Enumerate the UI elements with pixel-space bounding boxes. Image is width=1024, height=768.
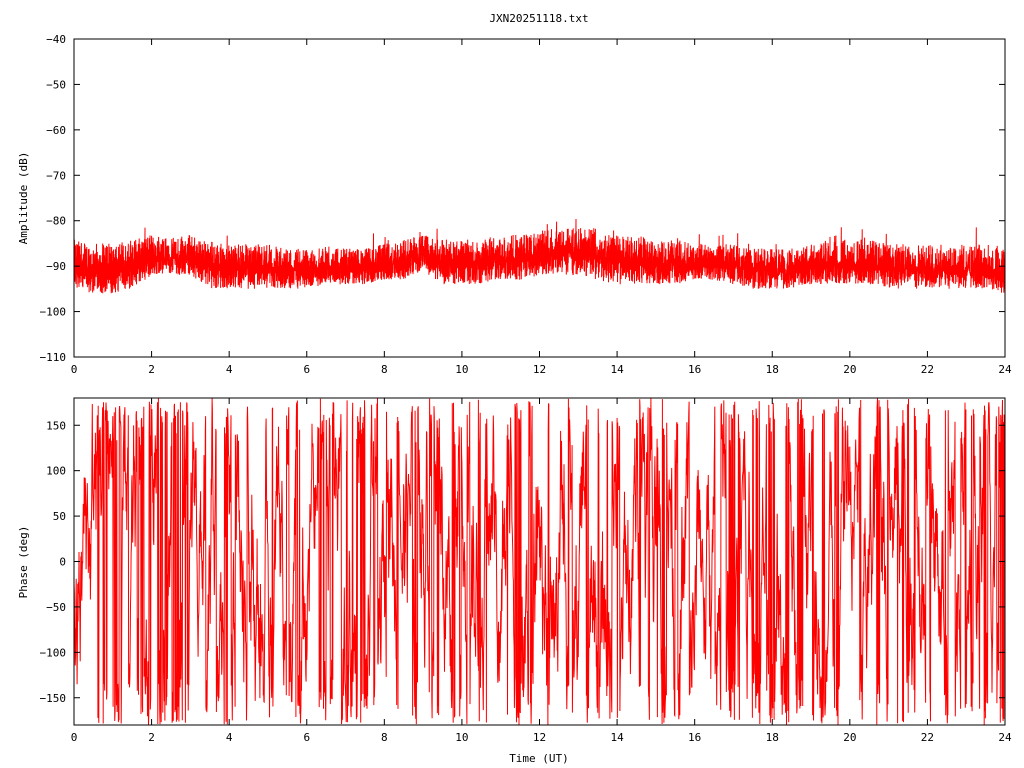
phase-ytick-label: 100 [46, 465, 66, 478]
phase-xtick-label: 20 [843, 731, 856, 744]
phase-ytick-label: −50 [46, 601, 66, 614]
amplitude-xtick-label: 2 [148, 363, 155, 376]
amplitude-ytick-label: −90 [46, 260, 66, 273]
phase-ytick-label: −150 [40, 692, 67, 705]
amplitude-y-axis: −40 −50 −60 −70 −80 −90 −100 −110 [40, 33, 1005, 364]
amplitude-xtick-label: 12 [533, 363, 546, 376]
amplitude-ytick-label: −40 [46, 33, 66, 46]
amplitude-ytick-label: −70 [46, 169, 66, 182]
amplitude-ytick-label: −80 [46, 215, 66, 228]
amplitude-plot-frame [73, 38, 1006, 358]
amplitude-y-axis-label: Amplitude (dB) [17, 152, 30, 245]
phase-xtick-label: 12 [533, 731, 546, 744]
phase-y-axis: 150 100 50 0 −50 −100 −150 [40, 419, 1005, 705]
phase-series-line [73, 397, 1006, 725]
amplitude-xtick-label: 0 [71, 363, 78, 376]
phase-xtick-label: 14 [610, 731, 624, 744]
phase-x-axis: 0 2 4 6 8 10 12 14 16 18 20 22 24 [71, 398, 1012, 744]
phase-xtick-label: 2 [148, 731, 155, 744]
amplitude-panel: −40−50−60−70−80−90−100−110 0 2 4 6 8 10 12 14 16… [17, 33, 1012, 376]
amplitude-xtick-label: 6 [303, 363, 310, 376]
phase-xtick-label: 0 [71, 731, 78, 744]
phase-x-axis-label: Time (UT) [509, 752, 569, 765]
amplitude-xtick-label: 8 [381, 363, 388, 376]
amplitude-ytick-label: −110 [40, 351, 67, 364]
amplitude-xtick-label: 16 [688, 363, 701, 376]
amplitude-ytick-label: −100 [40, 306, 67, 319]
phase-xtick-label: 18 [766, 731, 779, 744]
amplitude-xtick-label: 10 [455, 363, 468, 376]
phase-xtick-label: 6 [303, 731, 310, 744]
phase-ytick-label: −100 [40, 646, 67, 659]
amplitude-xtick-label: 4 [226, 363, 233, 376]
amplitude-xtick-label: 22 [921, 363, 934, 376]
phase-ytick-label: 50 [53, 510, 66, 523]
phase-y-axis-label: Phase (deg) [17, 526, 30, 599]
phase-xtick-label: 8 [381, 731, 388, 744]
chart-title: JXN20251118.txt [489, 12, 588, 25]
amplitude-data-series [73, 218, 1006, 294]
amplitude-xtick-label: 24 [998, 363, 1012, 376]
amplitude-xtick-label: 18 [766, 363, 779, 376]
phase-ytick-label: 0 [59, 556, 66, 569]
phase-xtick-label: 24 [998, 731, 1012, 744]
amplitude-ytick-label: −50 [46, 78, 66, 91]
amplitude-xtick-label: 20 [843, 363, 856, 376]
phase-xtick-label: 22 [921, 731, 934, 744]
phase-xtick-label: 10 [455, 731, 468, 744]
phase-xtick-label: 16 [688, 731, 701, 744]
phase-xtick-label: 4 [226, 731, 233, 744]
amplitude-x-axis: 0 2 4 6 8 10 12 14 16 18 20 22 24 [71, 39, 1012, 376]
phase-ytick-label: 150 [46, 419, 66, 432]
phase-data-series [73, 397, 1006, 725]
amplitude-xtick-label: 14 [610, 363, 624, 376]
amplitude-ytick-label: −60 [46, 124, 66, 137]
amplitude-series-line [73, 218, 1006, 294]
